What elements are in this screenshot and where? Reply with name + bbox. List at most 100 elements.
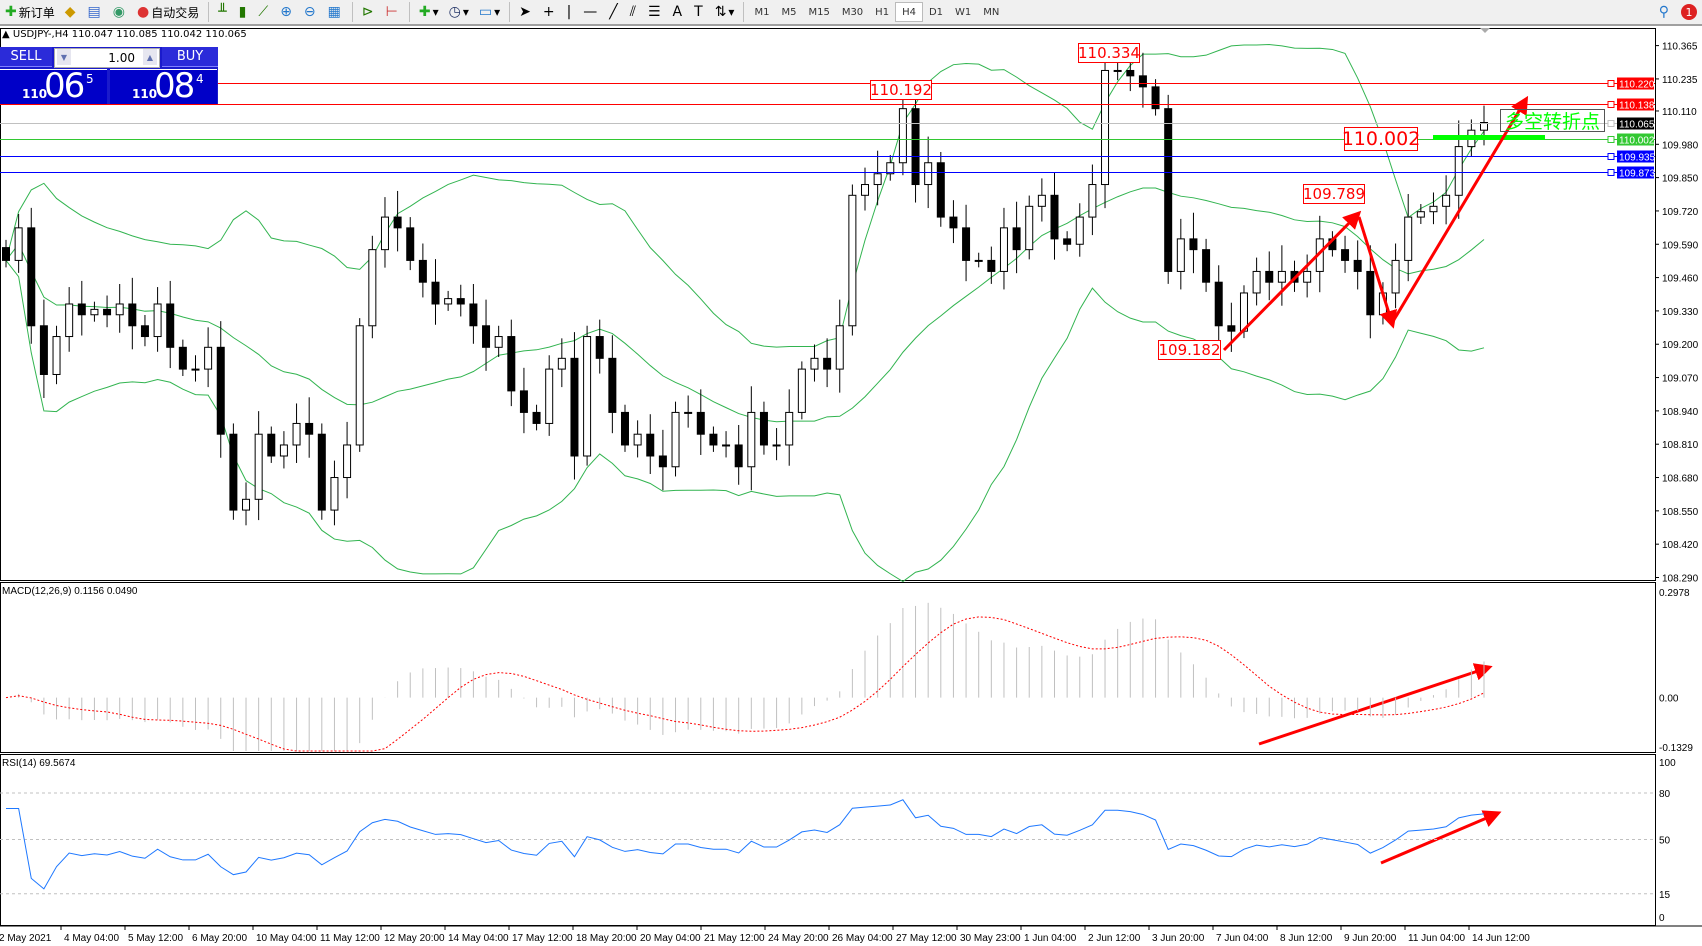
navigator-button[interactable]: ◆ xyxy=(61,1,82,23)
candle-bull xyxy=(330,477,339,511)
candle-bull xyxy=(671,411,680,468)
cursor-button[interactable]: ➤ xyxy=(515,1,537,23)
label-button[interactable]: T xyxy=(690,1,709,23)
candle-bull xyxy=(772,444,781,447)
fibonacci-button[interactable]: ☰ xyxy=(644,1,667,23)
candle-bear xyxy=(1265,270,1274,283)
sell-price[interactable]: 110 06 5 xyxy=(0,66,107,106)
candle-bear xyxy=(696,411,705,435)
candle-bear xyxy=(709,433,718,446)
candle-bear xyxy=(482,325,491,348)
turn-point-label[interactable]: 多空转折点 xyxy=(1500,109,1605,133)
candle-bull xyxy=(1442,194,1451,207)
sell-button[interactable]: SELL xyxy=(0,47,52,67)
line-chart-icon: ⟋ xyxy=(258,4,269,20)
arrows-button[interactable]: ⇅ ▾ xyxy=(714,4,735,20)
zoom-in-button[interactable]: ⊕ xyxy=(276,1,298,23)
rsi-tick-label: 80 xyxy=(1659,789,1671,800)
vertical-line-icon: | xyxy=(566,4,572,20)
candle-chart-button[interactable]: ▮ xyxy=(235,1,253,23)
candle-bear xyxy=(507,336,516,392)
candle-bear xyxy=(456,298,465,305)
timeframe-m5[interactable]: M5 xyxy=(781,6,797,18)
clock-icon: ◷ xyxy=(448,4,461,20)
lot-increase-button[interactable]: ▲ xyxy=(143,49,157,65)
candle-bull xyxy=(368,249,377,327)
lot-size-input[interactable]: 1.00 xyxy=(54,48,160,68)
annotation-pivot-110002[interactable]: 110.002 xyxy=(1341,127,1421,151)
candle-bear xyxy=(911,108,920,186)
timeframe-m15[interactable]: M15 xyxy=(808,6,830,18)
annotation-high-110192[interactable]: 110.192 xyxy=(869,80,933,100)
templates-button[interactable]: ▭ ▾ xyxy=(478,4,501,20)
one-click-trading-panel: SELL 1.00 ▼ ▲ BUY 110 06 5 110 08 4 xyxy=(0,47,218,106)
candle-bull xyxy=(545,368,554,424)
candle-bull xyxy=(343,444,352,479)
candle-bear xyxy=(962,227,971,261)
search-button[interactable]: ⚲ xyxy=(1655,1,1675,23)
signals-button[interactable]: ◉ xyxy=(109,1,131,23)
trendline-button[interactable]: ╱ xyxy=(605,1,623,23)
annotation-high-110334[interactable]: 110.334 xyxy=(1077,43,1141,63)
chart-area[interactable]: 110.365 110.235 110.110 109.980 109.850 109.7… xyxy=(0,28,1702,946)
rsi-tick-label: 100 xyxy=(1659,758,1676,769)
price-tick-label: 109.980 xyxy=(1662,140,1699,151)
timeframe-d1[interactable]: D1 xyxy=(928,6,944,18)
crosshair-button[interactable]: + xyxy=(539,1,561,23)
line-chart-button[interactable]: ⟋ xyxy=(254,1,274,23)
periods-button[interactable]: ◷ ▾ xyxy=(448,4,469,20)
level-price-tag xyxy=(1617,98,1654,111)
grid-icon: ▦ xyxy=(327,4,341,20)
new-order-button[interactable]: ✚ 新订单 xyxy=(5,4,55,20)
notifications-button[interactable]: 1 xyxy=(1677,1,1701,23)
candle-bear xyxy=(406,227,415,261)
candle-bear xyxy=(103,308,112,316)
buy-button[interactable]: BUY xyxy=(162,47,218,67)
timeframe-m30[interactable]: M30 xyxy=(841,6,864,18)
lot-decrease-button[interactable]: ▼ xyxy=(57,49,71,65)
horizontal-line-button[interactable]: — xyxy=(579,1,603,23)
zoom-out-button[interactable]: ⊖ xyxy=(300,1,322,23)
channel-icon: ⫽ xyxy=(629,4,636,20)
bar-chart-button[interactable]: ╨ xyxy=(214,1,232,23)
macd-tick-label: 0.2978 xyxy=(1659,588,1690,599)
rsi-tick-label: 50 xyxy=(1659,836,1671,847)
level-price-label: 110.138 xyxy=(1619,101,1655,112)
buy-price[interactable]: 110 08 4 xyxy=(110,66,217,106)
level-price-label: 109.935 xyxy=(1619,153,1656,164)
auto-scroll-button[interactable]: ⊳ xyxy=(358,1,380,23)
divider xyxy=(509,2,511,22)
indicators-button[interactable]: ✚ ▾ xyxy=(418,4,439,20)
tile-windows-button[interactable]: ▦ xyxy=(324,1,347,23)
macd-signal-line xyxy=(5,616,1485,752)
candle-bull xyxy=(684,411,693,414)
time-label: 17 May 12:00 xyxy=(512,933,573,944)
timeframe-w1[interactable]: W1 xyxy=(955,6,972,18)
time-label: 12 May 20:00 xyxy=(384,933,445,944)
time-label: 11 May 12:00 xyxy=(320,933,380,944)
text-button[interactable]: A xyxy=(669,1,689,23)
timeframe-mn[interactable]: MN xyxy=(983,6,1000,18)
candle-bear xyxy=(734,444,743,468)
rsi-tick-label: 0 xyxy=(1659,913,1665,924)
timeframe-h4[interactable]: H4 xyxy=(895,2,923,22)
vertical-line-button[interactable]: | xyxy=(563,1,578,23)
candle-bull xyxy=(1277,270,1286,283)
candle-bear xyxy=(229,433,238,511)
candle-bull xyxy=(557,357,566,370)
annotation-low-109182[interactable]: 109.182 xyxy=(1158,340,1221,360)
terminal-button[interactable]: ▤ xyxy=(84,1,107,23)
candle-bear xyxy=(1341,249,1350,261)
annotation-109789[interactable]: 109.789 xyxy=(1302,184,1366,204)
candlestick-icon: ▮ xyxy=(238,4,247,20)
channel-button[interactable]: ⫽ xyxy=(626,1,642,23)
time-label: 21 May 12:00 xyxy=(704,933,765,944)
timeframe-h1[interactable]: H1 xyxy=(875,6,890,18)
time-label: 30 May 23:00 xyxy=(960,933,1021,944)
candle-bear xyxy=(2,247,10,261)
chart-shift-button[interactable]: ⊢ xyxy=(382,1,404,23)
candle-bull xyxy=(444,298,453,305)
horizontal-line-icon: — xyxy=(583,4,598,20)
auto-trading-button[interactable]: ● 自动交易 xyxy=(136,4,200,20)
timeframe-m1[interactable]: M1 xyxy=(754,6,770,18)
